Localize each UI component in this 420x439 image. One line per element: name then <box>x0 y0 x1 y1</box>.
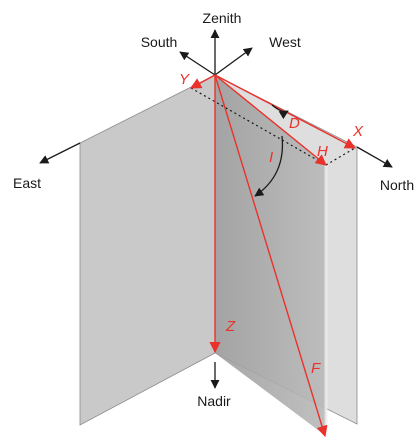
z-label: Z <box>225 318 236 335</box>
f-label: F <box>311 360 321 377</box>
south-label: South <box>141 34 178 50</box>
x-label: X <box>352 123 364 140</box>
east-vertical-plane <box>79 74 216 426</box>
zenith-label: Zenith <box>203 10 242 26</box>
d-label: D <box>289 115 300 132</box>
declination-arc <box>271 104 289 120</box>
east-axis <box>39 142 81 164</box>
i-label: I <box>269 149 273 166</box>
south-axis <box>179 51 216 76</box>
y-projection-line <box>190 87 327 166</box>
y-label: Y <box>179 71 190 88</box>
f-vector <box>214 74 328 438</box>
x-projection-line <box>325 147 356 166</box>
nadir-label: Nadir <box>197 393 231 409</box>
h-vector <box>214 74 327 166</box>
east-label: East <box>13 175 41 191</box>
west-label: West <box>269 34 301 50</box>
north-axis <box>356 146 393 168</box>
h-label: H <box>317 143 328 160</box>
inclination-arc <box>254 135 284 197</box>
y-vector <box>190 74 216 89</box>
west-axis <box>214 47 253 76</box>
north-label: North <box>380 177 414 193</box>
